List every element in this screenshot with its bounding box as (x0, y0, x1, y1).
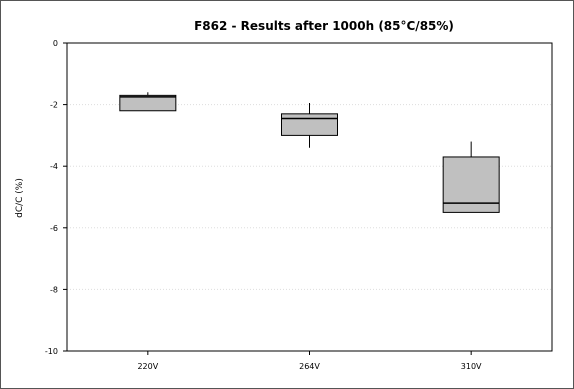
x-axis: 220V 264V 310V (137, 351, 482, 371)
x-tick-label: 220V (137, 362, 158, 371)
y-axis-label: dC/C (%) (15, 178, 25, 218)
box-plot-264V (281, 103, 338, 148)
x-tick-label: 264V (299, 362, 320, 371)
box-body (442, 156, 500, 213)
box-plot-310V (442, 141, 500, 213)
box-body (119, 94, 177, 112)
y-tick-label: -4 (50, 162, 58, 171)
x-tick-label: 310V (461, 362, 482, 371)
y-axis: 0 -2 -4 -6 -8 -10 (45, 39, 67, 356)
y-tick-label: -10 (45, 347, 58, 356)
boxes-layer (119, 92, 500, 213)
y-tick-label: -6 (50, 224, 58, 233)
y-tick-label: 0 (53, 39, 58, 48)
y-tick-label: -8 (50, 285, 58, 294)
box-plot-220V (119, 92, 177, 112)
y-tick-label: -2 (50, 101, 58, 110)
chart-title: F862 - Results after 1000h (85°C/85%) (194, 19, 454, 33)
box-body (281, 113, 338, 136)
